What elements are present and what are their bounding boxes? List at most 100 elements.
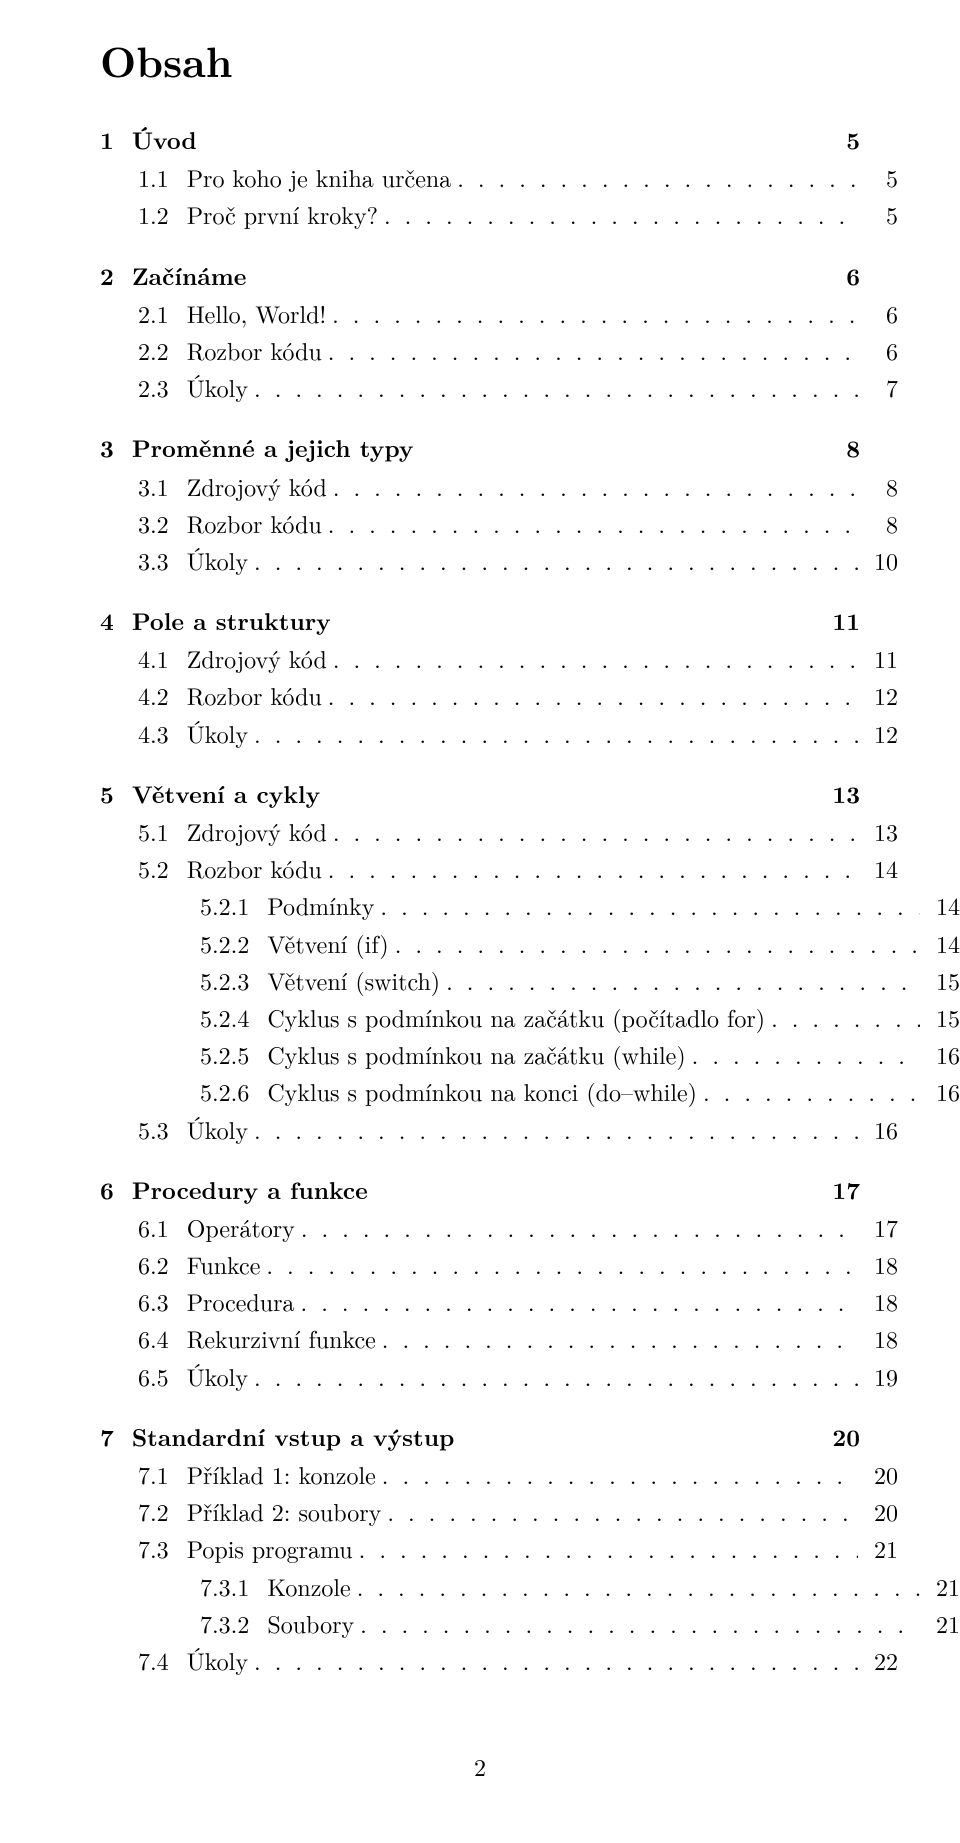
section-page: 8	[864, 468, 898, 505]
dot-leader	[254, 715, 858, 752]
section-page: 18	[864, 1283, 898, 1320]
dot-leader	[384, 196, 858, 233]
section-number: 3.2	[138, 505, 169, 542]
section-page: 21	[864, 1530, 898, 1567]
section-row: 5.2Rozbor kódu14	[100, 850, 898, 887]
dot-leader	[703, 1073, 920, 1110]
dot-leader	[359, 1530, 858, 1567]
subsection-number: 5.2.4	[200, 999, 249, 1036]
subsection-label: Podmínky	[267, 887, 374, 924]
section-number: 4.3	[138, 715, 169, 752]
section-row: 2.2Rozbor kódu6	[100, 332, 898, 369]
section-page: 12	[864, 677, 898, 714]
subsection-number: 5.2.6	[200, 1073, 249, 1110]
dot-leader	[301, 1209, 858, 1246]
section-number: 4.1	[138, 640, 169, 677]
chapter-number: 1	[100, 122, 114, 159]
dot-leader	[328, 850, 858, 887]
section-number: 6.1	[138, 1209, 169, 1246]
section-row: 6.5Úkoly19	[100, 1358, 898, 1395]
section-label: Úkoly	[187, 1642, 248, 1679]
subsection-label: Větvení (switch)	[267, 962, 440, 999]
subsection-number: 5.2.5	[200, 1036, 249, 1073]
dot-leader	[254, 1111, 858, 1148]
chapter-row: 1Úvod5	[100, 122, 860, 159]
subsection-row: 5.2.4Cyklus s podmínkou na začátku (počí…	[100, 999, 960, 1036]
section-number: 6.2	[138, 1246, 169, 1283]
dot-leader	[692, 1036, 920, 1073]
chapter-number: 5	[100, 776, 114, 813]
section-number: 7.2	[138, 1493, 169, 1530]
section-page: 7	[864, 369, 898, 406]
chapter-number: 4	[100, 603, 114, 640]
section-number: 5.2	[138, 850, 169, 887]
section-label: Rozbor kódu	[187, 332, 322, 369]
section-row: 6.4Rekurzivní funkce18	[100, 1320, 898, 1357]
subsection-row: 5.2.6Cyklus s podmínkou na konci (do–whi…	[100, 1073, 960, 1110]
section-number: 7.1	[138, 1456, 169, 1493]
section-number: 7.3	[138, 1530, 169, 1567]
dot-leader	[266, 1246, 858, 1283]
section-number: 6.4	[138, 1320, 169, 1357]
subsection-page: 14	[926, 925, 960, 962]
section-label: Rozbor kódu	[187, 505, 322, 542]
section-label: Rekurzivní funkce	[187, 1320, 376, 1357]
section-number: 3.1	[138, 468, 169, 505]
subsection-number: 5.2.1	[200, 887, 249, 924]
dot-leader	[360, 1605, 920, 1642]
subsection-page: 16	[926, 1073, 960, 1110]
section-page: 10	[864, 542, 898, 579]
section-number: 3.3	[138, 542, 169, 579]
section-page: 5	[864, 159, 898, 196]
section-label: Úkoly	[187, 1358, 248, 1395]
subsection-label: Konzole	[267, 1568, 350, 1605]
chapter-page: 17	[826, 1172, 860, 1209]
section-label: Rozbor kódu	[187, 677, 322, 714]
section-row: 1.1Pro koho je kniha určena5	[100, 159, 898, 196]
dot-leader	[328, 677, 858, 714]
dot-leader	[328, 505, 858, 542]
section-label: Operátory	[187, 1209, 295, 1246]
section-number: 1.2	[138, 196, 169, 233]
dot-leader	[387, 1493, 858, 1530]
chapter-row: 4Pole a struktury11	[100, 603, 860, 640]
dot-leader	[254, 542, 858, 579]
section-label: Rozbor kódu	[187, 850, 322, 887]
chapter-page: 20	[826, 1419, 860, 1456]
section-row: 2.3Úkoly7	[100, 369, 898, 406]
section-page: 6	[864, 332, 898, 369]
dot-leader	[333, 468, 858, 505]
section-label: Zdrojový kód	[187, 640, 327, 677]
section-number: 1.1	[138, 159, 169, 196]
subsection-page: 15	[926, 962, 960, 999]
section-label: Příklad 2: soubory	[187, 1493, 382, 1530]
section-row: 5.1Zdrojový kód13	[100, 813, 898, 850]
section-label: Zdrojový kód	[187, 468, 327, 505]
dot-leader	[380, 887, 920, 924]
section-label: Popis programu	[187, 1530, 353, 1567]
section-row: 4.3Úkoly12	[100, 715, 898, 752]
subsection-number: 5.2.2	[200, 925, 249, 962]
subsection-row: 5.2.5Cyklus s podmínkou na začátku (whil…	[100, 1036, 960, 1073]
section-row: 1.2Proč první kroky?5	[100, 196, 898, 233]
subsection-row: 5.2.2Větvení (if)14	[100, 925, 960, 962]
dot-leader	[771, 999, 920, 1036]
chapter-label: Standardní vstup a výstup	[132, 1419, 455, 1456]
section-number: 2.1	[138, 295, 169, 332]
section-page: 5	[864, 196, 898, 233]
section-row: 6.2Funkce18	[100, 1246, 898, 1283]
subsection-row: 7.3.2Soubory21	[100, 1605, 960, 1642]
section-page: 19	[864, 1358, 898, 1395]
section-row: 4.1Zdrojový kód11	[100, 640, 898, 677]
section-number: 6.3	[138, 1283, 169, 1320]
subsection-number: 7.3.1	[200, 1568, 249, 1605]
chapter-label: Pole a struktury	[132, 603, 331, 640]
toc-title: Obsah	[100, 30, 860, 90]
dot-leader	[301, 1283, 858, 1320]
section-row: 3.1 Zdrojový kód 8	[100, 468, 898, 505]
chapter-page: 13	[826, 776, 860, 813]
section-row: 7.4Úkoly22	[100, 1642, 898, 1679]
dot-leader	[395, 925, 920, 962]
subsection-label: Soubory	[267, 1605, 354, 1642]
chapter-number: 7	[100, 1419, 114, 1456]
